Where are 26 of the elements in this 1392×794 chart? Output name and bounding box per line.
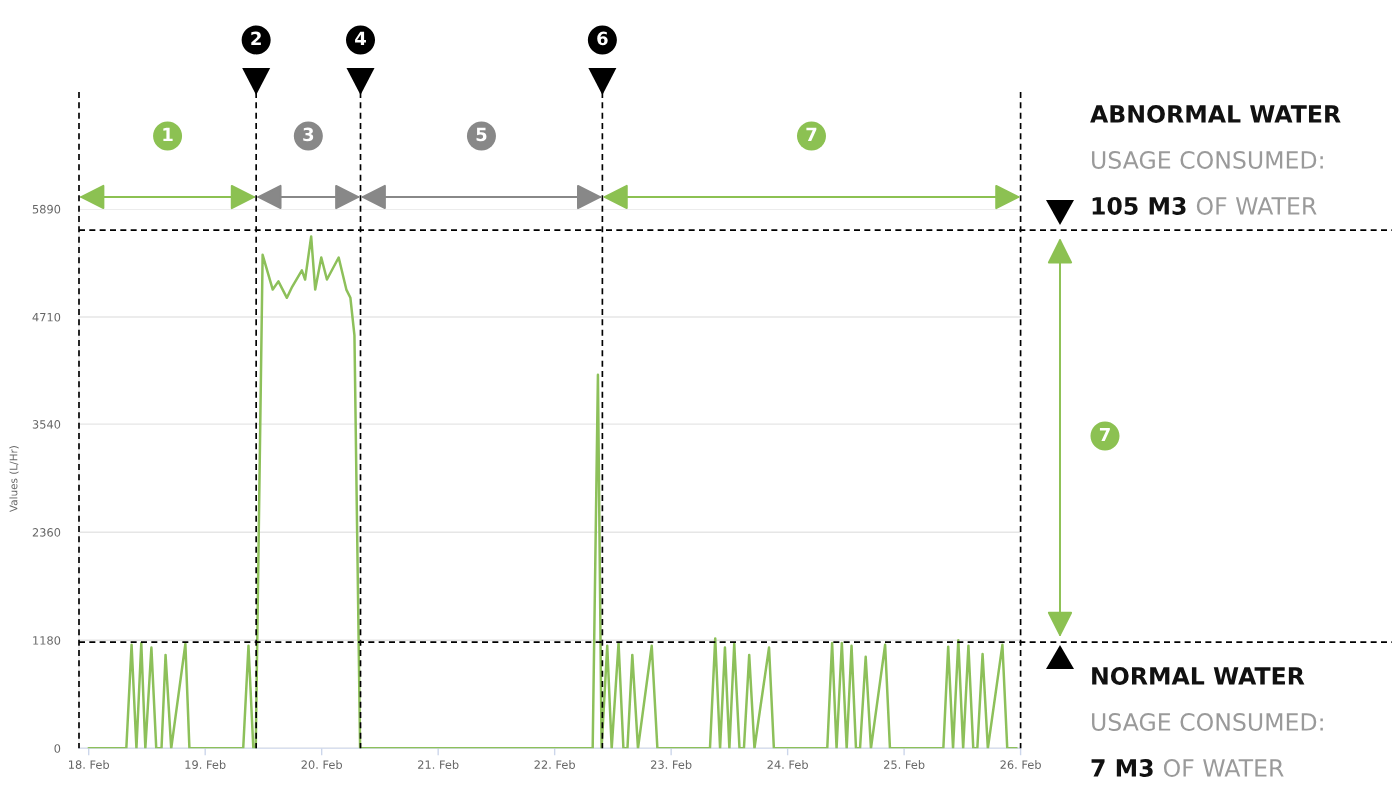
text: 7 <box>1099 427 1110 442</box>
text: 3 <box>303 127 314 142</box>
text: 7 <box>806 127 817 141</box>
y-tick-label: 5890 <box>32 204 61 214</box>
x-tick-label: 19. Feb <box>185 760 226 769</box>
y-tick-label: 1180 <box>33 636 61 645</box>
y-tick-label: 3540 <box>32 420 61 429</box>
text: ABNORMAL WATER USAGE CONSUMED: 105 M3 OF WATER <box>1090 105 1341 215</box>
x-tick-label: 18. Feb <box>69 760 110 769</box>
y-axis-title: Values (L/Hr) <box>9 446 19 513</box>
x-tick-label: 23. Feb <box>651 760 692 769</box>
y-tick-label: 0 <box>54 744 61 753</box>
text: 5 <box>476 127 487 142</box>
x-tick-label: 20. Feb <box>301 760 342 769</box>
x-tick-label: 26. Feb <box>1000 760 1041 769</box>
ref-line-label: 6 <box>597 31 608 46</box>
x-tick-label: 24. Feb <box>767 760 808 769</box>
ref-line-label: 2 <box>251 31 261 45</box>
y-tick-label: 2360 <box>32 528 61 537</box>
y-tick-label: 4710 <box>32 312 61 322</box>
text: NORMAL WATER USAGE CONSUMED: 7 M3 OF WATER <box>1091 667 1323 777</box>
x-tick-label: 21. Feb <box>418 760 459 769</box>
text: 1 <box>163 127 173 141</box>
ref-line-label: 4 <box>355 31 366 45</box>
x-tick-label: 25. Feb <box>884 760 925 769</box>
x-tick-label: 22. Feb <box>534 760 575 769</box>
